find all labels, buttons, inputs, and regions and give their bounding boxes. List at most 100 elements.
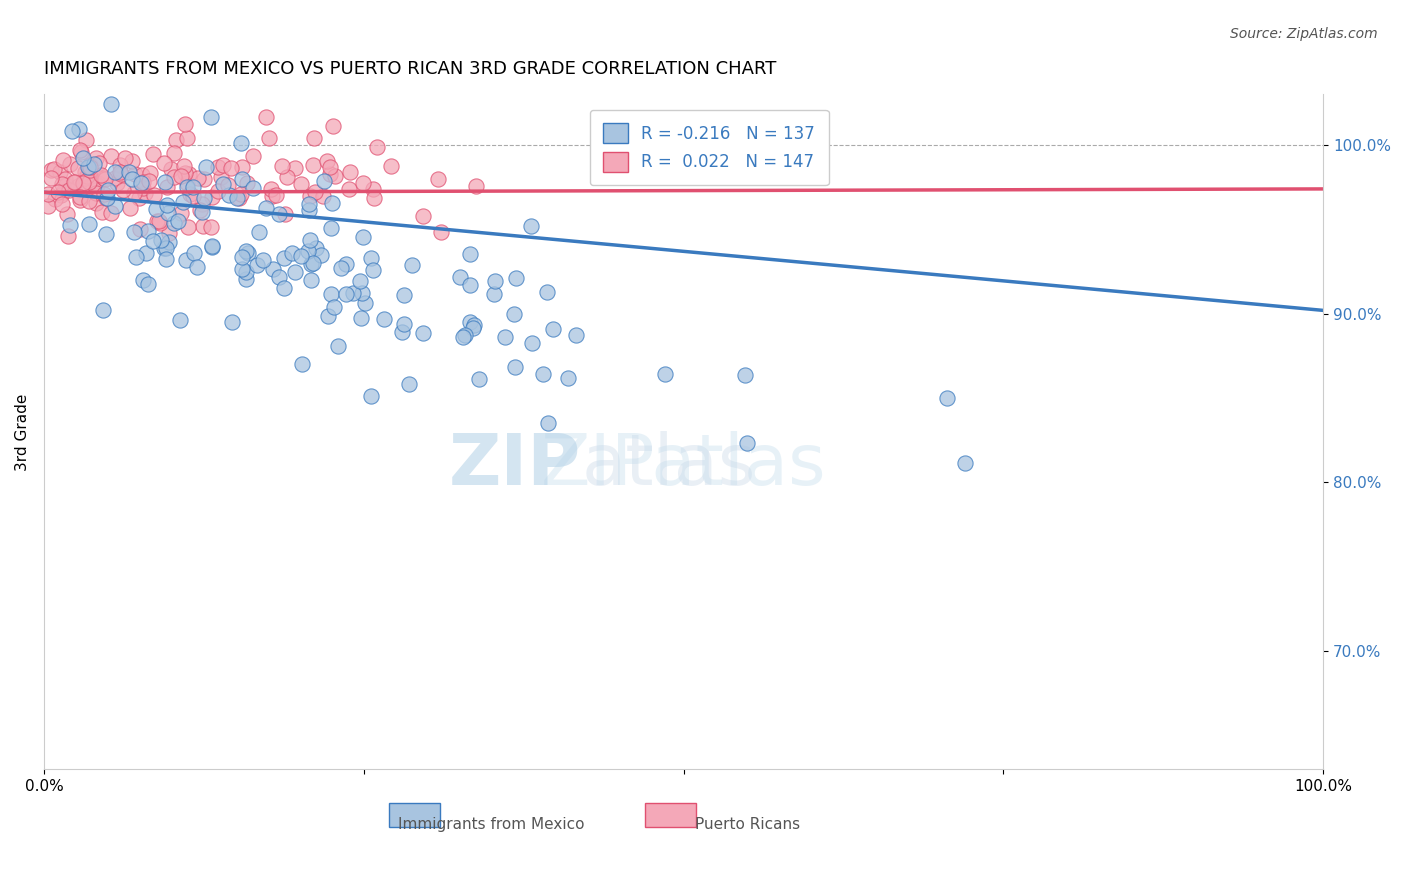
Point — [142, 146, 165, 161]
Point — [49, 164, 72, 178]
Point — [217, 178, 239, 192]
Point — [201, 239, 224, 253]
Point — [91, 302, 114, 317]
Point — [235, 265, 257, 279]
Text: ZIPatlas: ZIPatlas — [541, 431, 827, 500]
Text: IMMIGRANTS FROM MEXICO VS PUERTO RICAN 3RD GRADE CORRELATION CHART: IMMIGRANTS FROM MEXICO VS PUERTO RICAN 3… — [44, 60, 776, 78]
Point — [136, 224, 159, 238]
Point — [176, 180, 198, 194]
Point — [318, 310, 340, 324]
Text: Source: ZipAtlas.com: Source: ZipAtlas.com — [1230, 27, 1378, 41]
Point — [77, 217, 100, 231]
Point — [460, 247, 482, 261]
Point — [51, 188, 73, 202]
Point — [173, 117, 195, 131]
Point — [200, 220, 222, 235]
Point — [531, 367, 554, 381]
Point — [177, 220, 200, 235]
Point — [312, 189, 335, 203]
Point — [254, 111, 277, 125]
Point — [339, 164, 361, 178]
Point — [148, 214, 170, 228]
Point — [262, 261, 284, 276]
Point — [236, 246, 259, 260]
Point — [242, 181, 264, 195]
Point — [104, 164, 127, 178]
Point — [146, 214, 169, 228]
Point — [83, 157, 105, 171]
Point — [53, 171, 76, 186]
Point — [398, 377, 420, 392]
Point — [276, 169, 298, 184]
Point — [55, 178, 77, 192]
Point — [373, 312, 395, 326]
Point — [354, 296, 377, 310]
Point — [121, 171, 143, 186]
Point — [335, 257, 357, 271]
Point — [77, 194, 100, 208]
Point — [271, 159, 294, 173]
Point — [121, 153, 143, 168]
Point — [156, 179, 179, 194]
Point — [193, 171, 215, 186]
Point — [231, 161, 253, 175]
Point — [302, 130, 325, 145]
Point — [319, 160, 342, 174]
Point — [186, 260, 208, 274]
Point — [226, 191, 249, 205]
Point — [96, 191, 118, 205]
Point — [84, 184, 107, 198]
Point — [93, 171, 115, 186]
Point — [39, 170, 62, 185]
Point — [503, 360, 526, 375]
Point — [266, 188, 288, 202]
Point — [218, 188, 240, 202]
Point — [391, 325, 413, 339]
Point — [245, 258, 267, 272]
Point — [557, 371, 579, 385]
Point — [59, 156, 82, 170]
Point — [93, 186, 115, 201]
Point — [159, 235, 181, 250]
Point — [201, 239, 224, 253]
Point — [39, 163, 62, 178]
Point — [298, 203, 321, 218]
Point — [298, 189, 321, 203]
Point — [46, 185, 69, 199]
Point — [323, 300, 346, 314]
Point — [464, 178, 486, 193]
Point — [543, 322, 565, 336]
Point — [936, 391, 959, 405]
Y-axis label: 3rd Grade: 3rd Grade — [15, 393, 30, 471]
Point — [412, 209, 434, 223]
Point — [183, 245, 205, 260]
Point — [228, 192, 250, 206]
Point — [69, 193, 91, 207]
Point — [318, 167, 340, 181]
Point — [231, 172, 253, 186]
Point — [302, 158, 325, 172]
Point — [90, 168, 112, 182]
Point — [66, 179, 89, 194]
FancyBboxPatch shape — [389, 803, 440, 827]
Point — [124, 167, 146, 181]
Point — [69, 143, 91, 157]
Point — [254, 201, 277, 215]
Point — [360, 389, 382, 403]
Point — [169, 313, 191, 327]
Point — [284, 161, 307, 175]
Point — [235, 244, 257, 258]
Point — [291, 357, 314, 371]
Point — [207, 160, 229, 174]
Point — [221, 314, 243, 328]
FancyBboxPatch shape — [645, 803, 696, 827]
Point — [73, 165, 96, 179]
Point — [305, 241, 328, 255]
Point — [86, 178, 108, 193]
Point — [463, 318, 485, 332]
Point — [155, 175, 177, 189]
Point — [139, 166, 162, 180]
Point — [401, 258, 423, 272]
Point — [429, 225, 451, 239]
Point — [281, 245, 304, 260]
